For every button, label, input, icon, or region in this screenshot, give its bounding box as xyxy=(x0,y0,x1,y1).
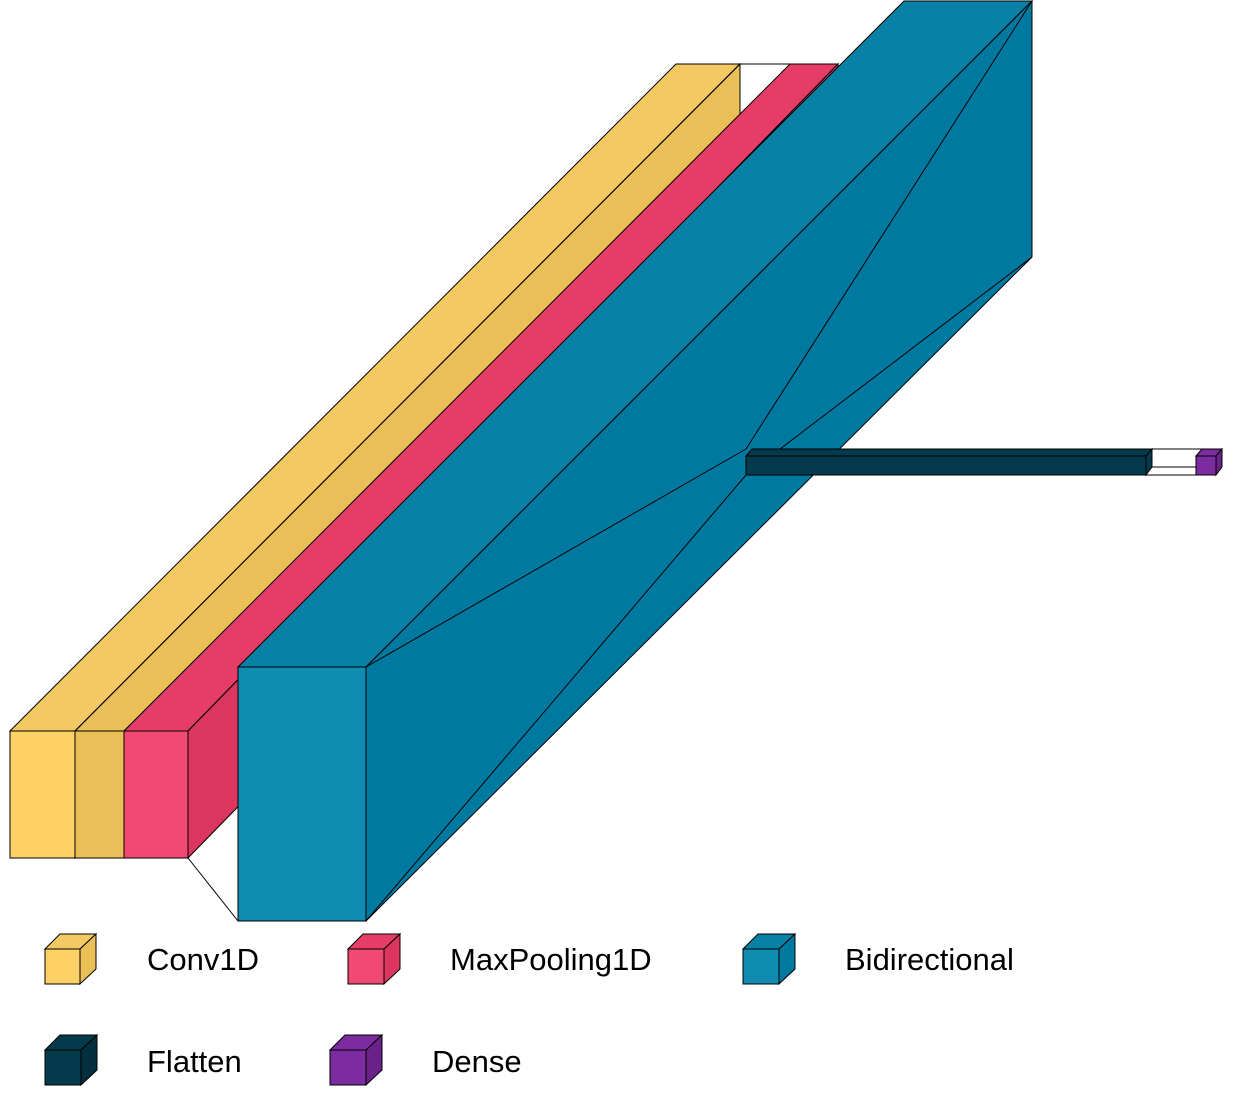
bidir-legend-icon xyxy=(742,948,780,985)
maxpool-front xyxy=(123,730,189,859)
legend: Conv1D MaxPooling1D Bidirectional Flatte… xyxy=(43,932,1014,1087)
maxpool-legend-icon xyxy=(347,948,385,985)
flatten-block xyxy=(744,447,1154,477)
conv1d-2-top xyxy=(74,63,741,732)
bidir-front xyxy=(237,666,367,922)
conv1d-legend-icon xyxy=(44,948,81,985)
flatten-dense-connectors xyxy=(1146,448,1202,476)
conv1d-2-front xyxy=(74,730,125,859)
legend-item-maxpooling1d xyxy=(346,932,402,986)
legend-item-dense xyxy=(328,1033,384,1087)
dense-front xyxy=(1195,455,1217,476)
legend-label-bidirectional: Bidirectional xyxy=(845,942,1014,977)
dense-legend-icon xyxy=(329,1049,367,1086)
bidirectional-block xyxy=(236,0,1034,923)
legend-item-conv1d xyxy=(43,932,98,986)
bidir-flatten-connectors xyxy=(365,0,1033,922)
flatten-top xyxy=(744,448,1154,457)
conv1d-1-front xyxy=(9,730,76,859)
flatten-legend-icon xyxy=(44,1049,82,1086)
flatten-front xyxy=(745,455,1147,476)
legend-item-bidirectional xyxy=(741,932,797,986)
legend-label-flatten: Flatten xyxy=(147,1044,242,1079)
legend-label-maxpooling1d: MaxPooling1D xyxy=(450,942,652,977)
connector-pool-bidir-bottom xyxy=(187,857,239,922)
legend-label-conv1d: Conv1D xyxy=(147,942,259,977)
legend-item-flatten xyxy=(43,1033,99,1087)
legend-label-dense: Dense xyxy=(432,1044,522,1079)
dense-block xyxy=(1194,447,1224,477)
